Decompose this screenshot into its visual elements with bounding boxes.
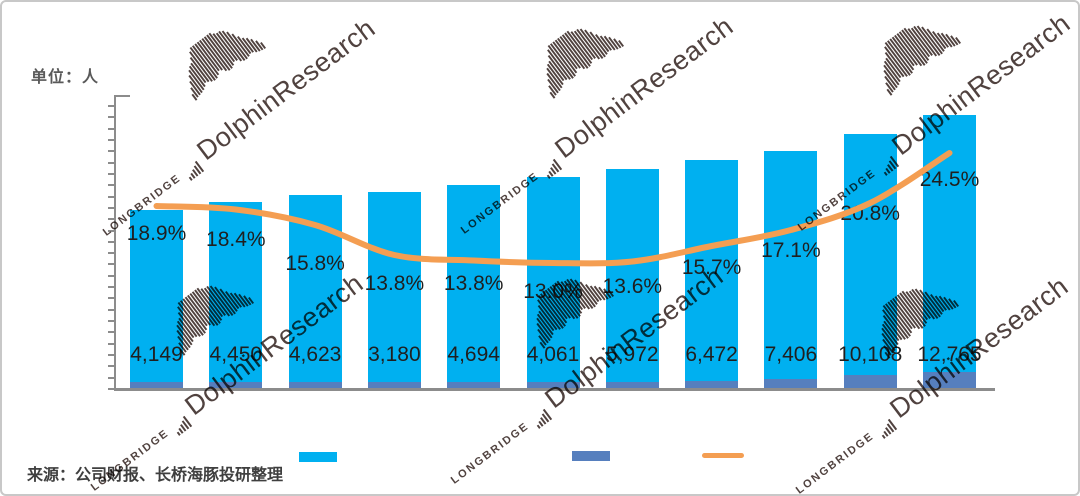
y-axis-tick	[108, 218, 115, 221]
y-axis-tick	[108, 240, 115, 243]
y-axis-tick	[108, 308, 115, 311]
y-axis-tick	[108, 320, 115, 323]
bar-secondary-0	[130, 382, 183, 388]
legend-line-swatch	[702, 453, 744, 458]
y-axis-tick	[108, 138, 115, 141]
bar-value-label-7: 6,472	[685, 343, 738, 366]
y-axis-tick	[108, 195, 115, 198]
bar-value-label-5: 4,061	[526, 343, 580, 366]
y-axis-tick	[108, 342, 115, 345]
bar-secondary-2	[288, 382, 342, 388]
bar-secondary-4	[447, 382, 501, 388]
bar-value-label-6: 5,972	[606, 343, 659, 366]
line-pct-label-10: 24.5%	[919, 168, 980, 191]
y-axis-top-cap	[115, 95, 130, 97]
y-axis-tick	[108, 365, 115, 368]
bar-secondary-9	[843, 375, 897, 388]
y-axis-tick	[108, 184, 115, 187]
legend-primary-bar-swatch	[299, 452, 337, 462]
line-pct-label-3: 13.8%	[364, 272, 425, 295]
y-axis-tick	[108, 388, 115, 390]
legend-secondary-bar-swatch	[572, 451, 610, 461]
y-axis-tick	[108, 229, 115, 232]
bar-secondary-6	[605, 381, 659, 388]
unit-label: 单位：人	[31, 69, 100, 86]
line-pct-label-4: 13.8%	[443, 272, 504, 295]
bar-secondary-3	[367, 382, 421, 388]
y-axis-tick	[108, 354, 115, 357]
y-axis-tick	[108, 172, 115, 175]
y-axis-tick	[108, 161, 115, 164]
y-axis-tick	[108, 263, 115, 266]
source-note: 来源：公司财报、长桥海豚投研整理	[27, 467, 284, 484]
y-axis-tick	[108, 286, 115, 289]
bar-value-label-4: 4,694	[447, 343, 500, 366]
bar-value-label-1: 4,450	[209, 343, 263, 366]
x-axis-line	[115, 388, 995, 391]
bar-value-label-2: 4,623	[288, 343, 342, 366]
bar-value-label-3: 3,180	[368, 343, 421, 366]
y-axis-tick	[108, 274, 115, 277]
y-axis-tick	[108, 127, 115, 130]
bar-secondary-7	[685, 380, 739, 388]
line-pct-label-1: 18.4%	[206, 228, 266, 251]
bar-secondary-1	[209, 382, 263, 388]
line-pct-label-6: 13.6%	[602, 275, 663, 298]
bar-value-label-8: 7,406	[764, 343, 818, 366]
y-axis-tick	[108, 252, 115, 255]
y-axis-tick	[108, 105, 115, 107]
bar-secondary-8	[764, 379, 818, 388]
bar-value-label-0: 4,149	[130, 343, 183, 366]
line-pct-label-8: 17.1%	[761, 239, 821, 262]
line-pct-label-9: 20.8%	[840, 202, 900, 225]
bar-secondary-5	[526, 382, 580, 388]
bar-secondary-10	[923, 372, 976, 388]
y-axis-tick	[108, 297, 115, 300]
y-axis-tick	[108, 116, 115, 119]
y-axis-tick	[108, 376, 115, 379]
y-axis-line	[114, 95, 116, 391]
y-axis-tick	[108, 331, 115, 334]
y-axis-tick	[108, 150, 115, 153]
y-axis-tick	[108, 206, 115, 209]
bar-value-label-10: 12,765	[917, 343, 982, 366]
